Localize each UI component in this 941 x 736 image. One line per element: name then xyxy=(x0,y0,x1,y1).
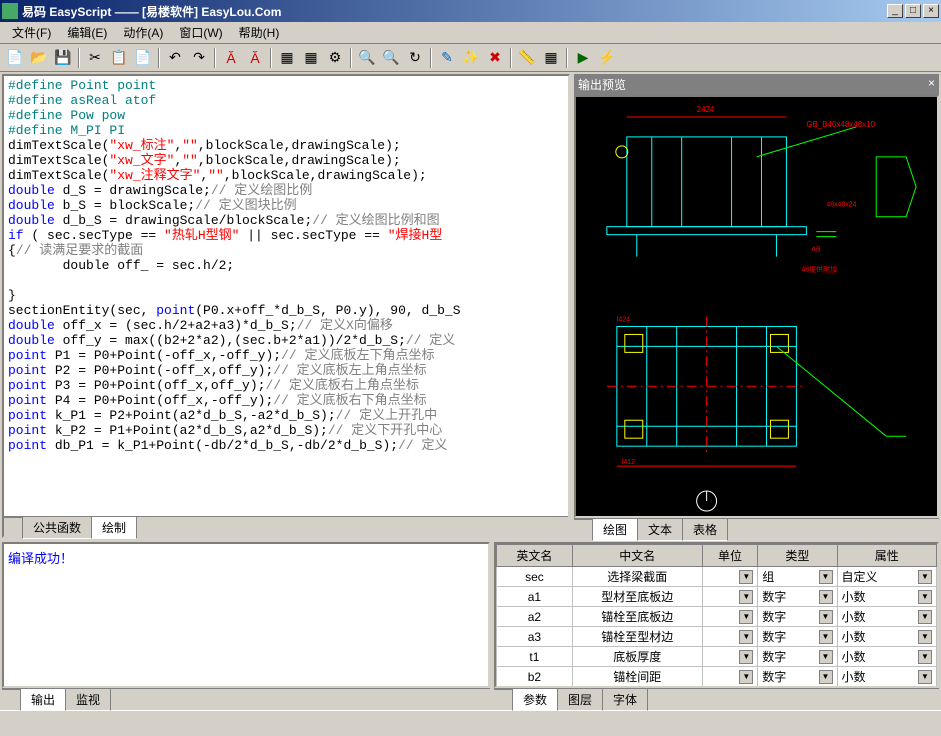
tab-output[interactable]: 输出 xyxy=(20,689,66,711)
tab-text[interactable]: 文本 xyxy=(637,519,683,541)
menu-window[interactable]: 窗口(W) xyxy=(171,22,230,43)
chevron-down-icon[interactable]: ▼ xyxy=(918,570,932,584)
tab-draw[interactable]: 绘制 xyxy=(91,517,137,539)
chevron-down-icon[interactable]: ▼ xyxy=(739,630,753,644)
chevron-down-icon[interactable]: ▼ xyxy=(918,630,932,644)
chevron-down-icon[interactable]: ▼ xyxy=(918,650,932,664)
chevron-down-icon[interactable]: ▼ xyxy=(739,610,753,624)
undo-icon[interactable]: ↶ xyxy=(164,47,186,69)
chevron-down-icon[interactable]: ▼ xyxy=(739,670,753,684)
chevron-down-icon[interactable]: ▼ xyxy=(918,590,932,604)
find-icon[interactable]: Ă xyxy=(220,47,242,69)
chevron-down-icon[interactable]: ▼ xyxy=(739,570,753,584)
chevron-down-icon[interactable]: ▼ xyxy=(819,630,833,644)
tab-font[interactable]: 字体 xyxy=(602,689,648,711)
wand-icon[interactable]: ✨ xyxy=(460,47,482,69)
cut-icon[interactable]: ✂ xyxy=(84,47,106,69)
new-icon[interactable]: 📄 xyxy=(4,47,26,69)
chevron-down-icon[interactable]: ▼ xyxy=(819,590,833,604)
window-title: 易码 EasyScript —— [易楼软件] EasyLou.Com xyxy=(22,3,887,20)
menu-edit[interactable]: 编辑(E) xyxy=(59,22,115,43)
redo-icon[interactable]: ↷ xyxy=(188,47,210,69)
ruler-icon[interactable]: 📏 xyxy=(516,47,538,69)
output-content[interactable]: 编译成功！ xyxy=(2,542,490,688)
chevron-down-icon[interactable]: ▼ xyxy=(819,570,833,584)
cad-viewport[interactable]: 2424 GB_B40x48x48x10 48x48x24 AB 48提供附加 xyxy=(574,95,939,518)
grid-icon[interactable]: ▦ xyxy=(540,47,562,69)
statusbar xyxy=(0,710,941,730)
copy-icon[interactable]: 📋 xyxy=(108,47,130,69)
tab-public-func[interactable]: 公共函数 xyxy=(22,517,92,539)
output-tabs: 输出 监视 xyxy=(2,688,490,708)
code-editor[interactable]: #define Point point #define asReal atof … xyxy=(4,76,568,516)
paste-icon[interactable]: 📄 xyxy=(132,47,154,69)
col-cn[interactable]: 中文名 xyxy=(572,545,702,567)
tab-drawing[interactable]: 绘图 xyxy=(592,519,638,541)
table-row[interactable]: b2锚栓间距▼数字▼小数▼ xyxy=(497,667,937,687)
col-type[interactable]: 类型 xyxy=(758,545,837,567)
svg-text:48提供附加: 48提供附加 xyxy=(801,265,837,274)
cal-icon[interactable]: ▦ xyxy=(300,47,322,69)
run-icon[interactable]: ▶ xyxy=(572,47,594,69)
svg-text:GB_B40x48x48x10: GB_B40x48x48x10 xyxy=(806,120,875,129)
app-icon xyxy=(2,3,18,19)
chevron-down-icon[interactable]: ▼ xyxy=(918,610,932,624)
tab-layer[interactable]: 图层 xyxy=(557,689,603,711)
chevron-down-icon[interactable]: ▼ xyxy=(819,670,833,684)
menu-help[interactable]: 帮助(H) xyxy=(231,22,288,43)
col-unit[interactable]: 单位 xyxy=(702,545,758,567)
table-row[interactable]: a1型材至底板边▼数字▼小数▼ xyxy=(497,587,937,607)
open-icon[interactable]: 📂 xyxy=(28,47,50,69)
zoomin-icon[interactable]: 🔍 xyxy=(356,47,378,69)
code-panel: #define Point point #define asReal atof … xyxy=(2,74,570,538)
svg-text:AB: AB xyxy=(811,247,821,254)
minimize-button[interactable]: _ xyxy=(887,4,903,18)
chevron-down-icon[interactable]: ▼ xyxy=(819,610,833,624)
svg-text:48x48x24: 48x48x24 xyxy=(826,202,856,209)
toolbar: 📄 📂 💾 ✂ 📋 📄 ↶ ↷ Ă Ă ▦ ▦ ⚙ 🔍 🔍 ↻ ✎ ✨ ✖ 📏 … xyxy=(0,44,941,72)
output-panel: 编译成功！ 输出 监视 xyxy=(2,542,490,708)
params-tabs: 参数 图层 字体 xyxy=(494,688,939,708)
cancel-icon[interactable]: ✖ xyxy=(484,47,506,69)
menu-file[interactable]: 文件(F) xyxy=(4,22,59,43)
table-row[interactable]: t1底板厚度▼数字▼小数▼ xyxy=(497,647,937,667)
code-tabs: 公共函数 绘制 xyxy=(4,516,568,536)
tab-table[interactable]: 表格 xyxy=(682,519,728,541)
chevron-down-icon[interactable]: ▼ xyxy=(739,650,753,664)
preview-titlebar: 输出预览 × xyxy=(574,74,939,95)
tab-watch[interactable]: 监视 xyxy=(65,689,111,711)
menubar: 文件(F) 编辑(E) 动作(A) 窗口(W) 帮助(H) xyxy=(0,22,941,44)
svg-text:l412: l412 xyxy=(622,459,635,466)
zoomout-icon[interactable]: 🔍 xyxy=(380,47,402,69)
titlebar: 易码 EasyScript —— [易楼软件] EasyLou.Com _ □ … xyxy=(0,0,941,22)
brush-icon[interactable]: ✎ xyxy=(436,47,458,69)
preview-title-text: 输出预览 xyxy=(578,76,626,93)
preview-close-icon[interactable]: × xyxy=(928,76,935,93)
chevron-down-icon[interactable]: ▼ xyxy=(819,650,833,664)
table-row[interactable]: a2锚栓至底板边▼数字▼小数▼ xyxy=(497,607,937,627)
compile-status: 编译成功！ xyxy=(8,552,73,567)
tool-icon[interactable]: ▦ xyxy=(276,47,298,69)
menu-action[interactable]: 动作(A) xyxy=(115,22,171,43)
svg-text:2424: 2424 xyxy=(697,105,715,114)
params-panel: 英文名 中文名 单位 类型 属性 sec选择梁截面▼组▼自定义▼a1型材至底板边… xyxy=(494,542,939,708)
exec-icon[interactable]: ⚡ xyxy=(596,47,618,69)
preview-panel: 输出预览 × 2424 GB_B40x48x48x10 xyxy=(574,74,939,538)
table-row[interactable]: a3锚栓至型材边▼数字▼小数▼ xyxy=(497,627,937,647)
preview-tabs: 绘图 文本 表格 xyxy=(574,518,939,538)
close-button[interactable]: × xyxy=(923,4,939,18)
refresh-icon[interactable]: ↻ xyxy=(404,47,426,69)
params-grid[interactable]: 英文名 中文名 单位 类型 属性 sec选择梁截面▼组▼自定义▼a1型材至底板边… xyxy=(494,542,939,688)
findnext-icon[interactable]: Ă xyxy=(244,47,266,69)
col-en[interactable]: 英文名 xyxy=(497,545,573,567)
col-attr[interactable]: 属性 xyxy=(837,545,936,567)
save-icon[interactable]: 💾 xyxy=(52,47,74,69)
svg-text:l424: l424 xyxy=(617,316,630,323)
chevron-down-icon[interactable]: ▼ xyxy=(739,590,753,604)
chevron-down-icon[interactable]: ▼ xyxy=(918,670,932,684)
maximize-button[interactable]: □ xyxy=(905,4,921,18)
tab-params[interactable]: 参数 xyxy=(512,689,558,711)
table-row[interactable]: sec选择梁截面▼组▼自定义▼ xyxy=(497,567,937,587)
link-icon[interactable]: ⚙ xyxy=(324,47,346,69)
